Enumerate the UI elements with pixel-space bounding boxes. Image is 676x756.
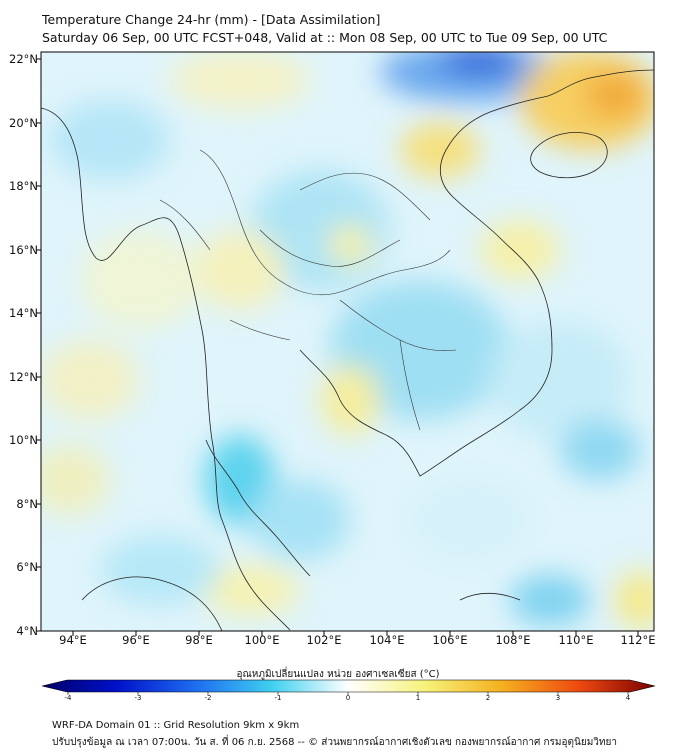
colorbar-tick-label: 4: [625, 694, 631, 702]
colorbar-tick-label: 1: [415, 694, 421, 702]
colorbar: [41, 679, 656, 695]
lon-label-94e: 94°E: [59, 633, 87, 647]
colorbar-tick-label: -1: [274, 694, 282, 702]
colorbar-tick-label: -3: [134, 694, 142, 702]
colorbar-title: อุณหภูมิเปลี่ยนแปลง หน่วย องศาเซลเซียส (…: [236, 669, 440, 680]
lat-label-4n: 4°N: [16, 624, 38, 638]
colorbar-tick-label: 2: [485, 694, 491, 702]
map-subtitle: Saturday 06 Sep, 00 UTC FCST+048, Valid …: [42, 30, 608, 45]
lon-label-110e: 110°E: [558, 633, 594, 647]
footer-model-info: WRF-DA Domain 01 :: Grid Resolution 9km …: [52, 720, 300, 731]
lat-label-8n: 8°N: [16, 497, 38, 511]
borders: [159, 149, 457, 431]
lat-label-12n: 12°N: [9, 370, 38, 384]
lat-label-14n: 14°N: [9, 306, 38, 320]
lon-label-106e: 106°E: [432, 633, 468, 647]
map-title: Temperature Change 24-hr (mm) - [Data As…: [42, 12, 381, 27]
lat-label-16n: 16°N: [9, 243, 38, 257]
lon-label-98e: 98°E: [185, 633, 213, 647]
lat-label-22n: 22°N: [9, 52, 38, 66]
colorbar-tick-label: -2: [204, 694, 212, 702]
temperature-field: [41, 52, 654, 631]
lon-label-104e: 104°E: [369, 633, 405, 647]
colorbar-tick-label: 0: [345, 694, 351, 702]
lat-label-18n: 18°N: [9, 179, 38, 193]
lon-label-102e: 102°E: [306, 633, 342, 647]
colorbar-bar: [41, 679, 656, 693]
colorbar-ticks: [67, 692, 629, 695]
lon-label-96e: 96°E: [122, 633, 150, 647]
lon-label-112e: 112°E: [620, 633, 656, 647]
lat-label-6n: 6°N: [16, 560, 38, 574]
map-frame: [40, 51, 655, 632]
lat-label-20n: 20°N: [9, 116, 38, 130]
colorbar-tick-label: -4: [64, 694, 72, 702]
footer-credit: ปรับปรุงข้อมูล ณ เวลา 07:00น. วัน ส. ที่…: [52, 737, 617, 748]
colorbar-tick-label: 3: [555, 694, 561, 702]
coastline: [41, 69, 654, 631]
lon-label-100e: 100°E: [244, 633, 280, 647]
axis-ticks: [36, 58, 639, 636]
lat-label-10n: 10°N: [9, 433, 38, 447]
lon-label-108e: 108°E: [495, 633, 531, 647]
